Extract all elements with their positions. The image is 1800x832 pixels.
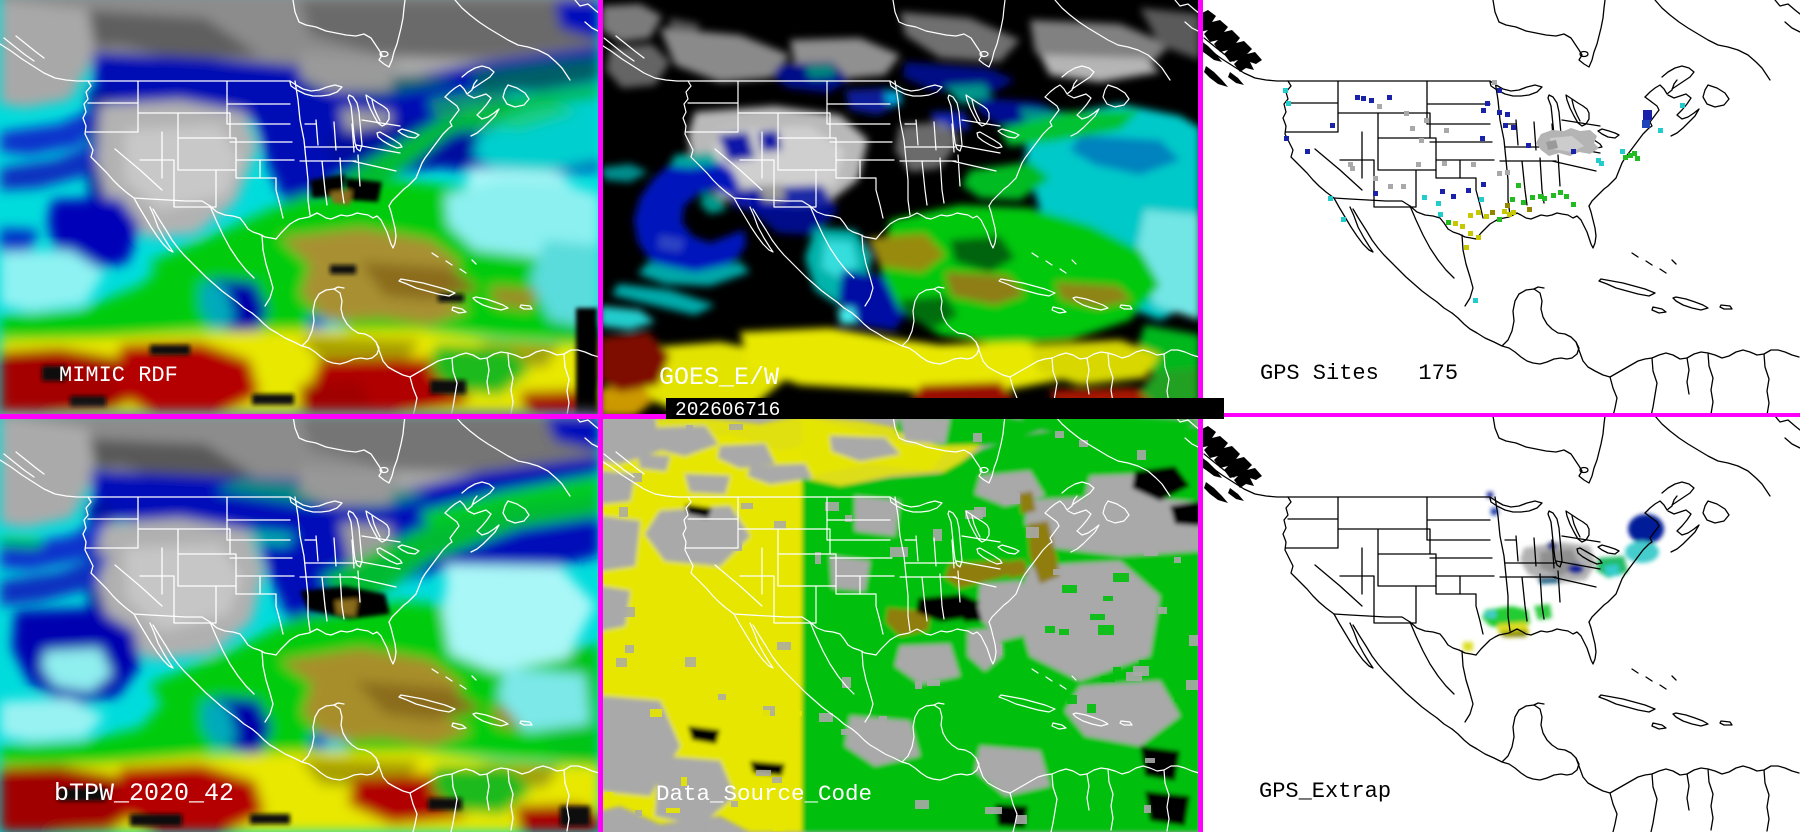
svg-text:GPS_Extrap: GPS_Extrap <box>1259 779 1391 804</box>
svg-text:GPS Sites 175: GPS Sites 175 <box>1260 361 1458 386</box>
svg-text:Data_Source_Code: Data_Source_Code <box>656 781 872 807</box>
svg-text:bTPW_2020_42: bTPW_2020_42 <box>54 779 234 808</box>
svg-text:GOES_E/W: GOES_E/W <box>659 363 779 392</box>
svg-text:MIMIC RDF: MIMIC RDF <box>59 363 178 388</box>
svg-text:202606716: 202606716 <box>675 399 780 421</box>
